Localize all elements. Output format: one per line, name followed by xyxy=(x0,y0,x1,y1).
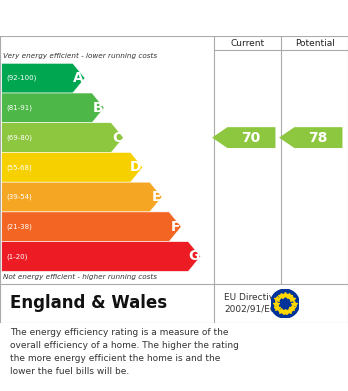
Text: 78: 78 xyxy=(308,131,328,145)
Text: (81-91): (81-91) xyxy=(6,105,32,111)
Text: F: F xyxy=(171,220,180,234)
Polygon shape xyxy=(2,123,124,152)
Text: C: C xyxy=(112,131,122,145)
Polygon shape xyxy=(2,242,200,271)
Text: 2002/91/EC: 2002/91/EC xyxy=(224,305,277,314)
Text: (39-54): (39-54) xyxy=(6,194,32,200)
Text: The energy efficiency rating is a measure of the
overall efficiency of a home. T: The energy efficiency rating is a measur… xyxy=(10,328,239,376)
Text: (92-100): (92-100) xyxy=(6,75,37,81)
Text: D: D xyxy=(130,160,142,174)
Polygon shape xyxy=(2,63,85,93)
Text: (1-20): (1-20) xyxy=(6,253,27,260)
Polygon shape xyxy=(2,152,143,182)
Text: B: B xyxy=(93,101,103,115)
Text: (55-68): (55-68) xyxy=(6,164,32,170)
Text: (69-80): (69-80) xyxy=(6,135,32,141)
Text: Very energy efficient - lower running costs: Very energy efficient - lower running co… xyxy=(3,53,158,59)
Polygon shape xyxy=(2,182,162,212)
Text: 70: 70 xyxy=(242,131,261,145)
Polygon shape xyxy=(279,127,342,148)
Text: EU Directive: EU Directive xyxy=(224,293,280,302)
Text: Not energy efficient - higher running costs: Not energy efficient - higher running co… xyxy=(3,274,158,280)
Polygon shape xyxy=(2,93,104,123)
Circle shape xyxy=(270,289,299,318)
Text: (21-38): (21-38) xyxy=(6,224,32,230)
Text: Energy Efficiency Rating: Energy Efficiency Rating xyxy=(69,11,279,25)
Polygon shape xyxy=(212,127,276,148)
Text: Current: Current xyxy=(230,39,265,48)
Text: England & Wales: England & Wales xyxy=(10,294,168,312)
Text: A: A xyxy=(73,71,84,85)
Text: E: E xyxy=(151,190,161,204)
Text: Potential: Potential xyxy=(295,39,334,48)
Text: G: G xyxy=(188,249,199,264)
Polygon shape xyxy=(2,212,181,242)
